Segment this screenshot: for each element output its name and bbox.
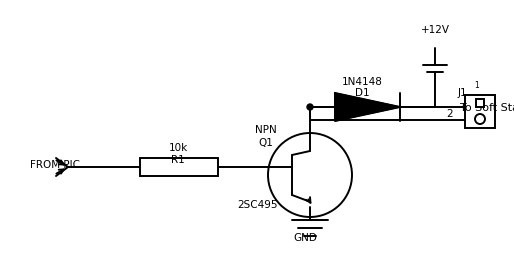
- Text: FROM PIC: FROM PIC: [30, 160, 80, 170]
- Bar: [476, 99, 484, 107]
- Text: R1: R1: [171, 155, 185, 165]
- Text: Q1: Q1: [259, 138, 273, 148]
- Text: 1: 1: [474, 81, 479, 90]
- Text: To Soft Start Relay: To Soft Start Relay: [460, 103, 514, 113]
- Text: J1: J1: [458, 88, 468, 98]
- Circle shape: [307, 104, 313, 110]
- Text: GND: GND: [293, 233, 317, 243]
- Text: NPN: NPN: [255, 125, 277, 135]
- Text: 1N4148: 1N4148: [342, 77, 382, 87]
- Text: 2: 2: [446, 109, 453, 119]
- Text: 10k: 10k: [169, 143, 188, 153]
- Text: +12V: +12V: [420, 25, 450, 35]
- Bar: [465, 95, 495, 128]
- Bar: [140, 158, 218, 176]
- Text: 2SC495: 2SC495: [238, 200, 278, 210]
- Polygon shape: [335, 93, 400, 121]
- Text: D1: D1: [355, 88, 370, 98]
